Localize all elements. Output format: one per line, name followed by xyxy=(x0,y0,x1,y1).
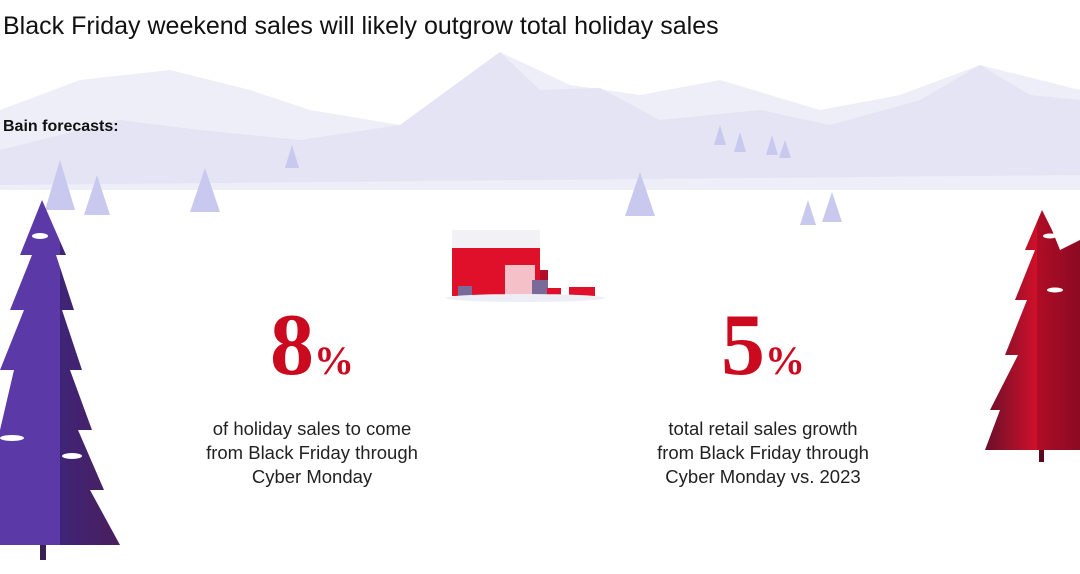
stat-number: 8 xyxy=(270,297,314,394)
description-line: Cyber Monday vs. 2023 xyxy=(665,466,861,487)
description-line: from Black Friday through xyxy=(657,442,869,463)
description-line: total retail sales growth xyxy=(668,418,858,439)
description-line: of holiday sales to come xyxy=(212,418,412,439)
subtitle: Bain forecasts: xyxy=(3,118,119,135)
stat-unit: % xyxy=(765,338,805,383)
stat-value: 5% xyxy=(603,300,923,407)
stat-value: 8% xyxy=(152,300,472,407)
stat-number: 5 xyxy=(721,297,765,394)
stat-unit: % xyxy=(314,338,354,383)
stat-description: total retail sales growth from Black Frid… xyxy=(603,417,923,489)
title: Black Friday weekend sales will likely o… xyxy=(3,12,719,40)
description-line: from Black Friday through xyxy=(206,442,418,463)
stat: 5% total retail sales growth from Black Fr… xyxy=(603,300,923,489)
stat-description: of holiday sales to come from Black Frida… xyxy=(152,417,472,489)
stat: 8% of holiday sales to come from Black Fri… xyxy=(152,300,472,489)
description-line: Cyber Monday xyxy=(251,466,373,487)
